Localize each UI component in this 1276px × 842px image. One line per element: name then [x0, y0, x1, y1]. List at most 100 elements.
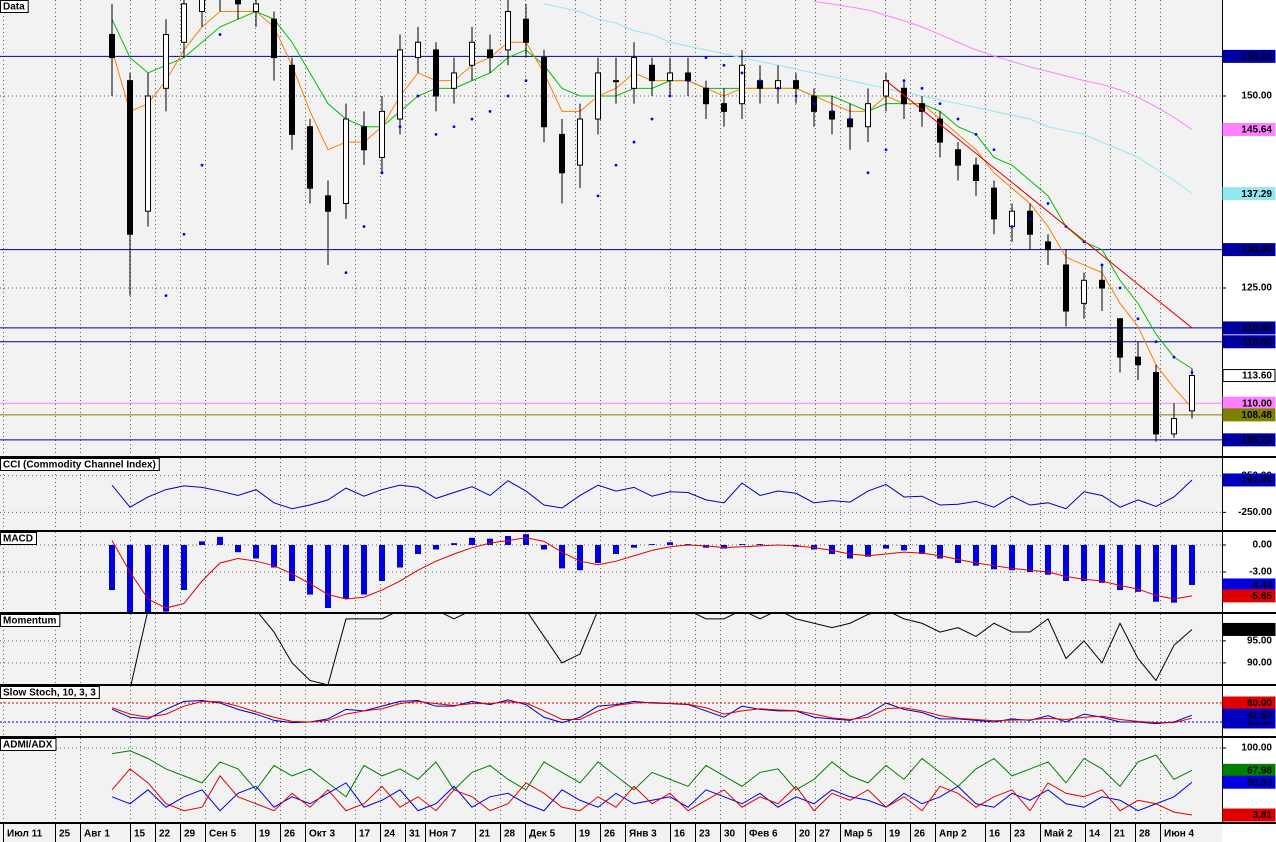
marker-label: 137.29: [1241, 189, 1272, 200]
x-tick-label: 26: [604, 829, 616, 840]
candle-body: [469, 41, 475, 66]
candle-body: [451, 72, 457, 89]
level-label: 130.00: [1241, 245, 1272, 256]
sar-dot: [992, 148, 996, 152]
bar: [829, 544, 835, 554]
candle-body: [937, 118, 943, 143]
x-tick-label: 23: [699, 829, 711, 840]
title-box: [0, 458, 160, 471]
bar: [595, 544, 601, 563]
x-tick-label: Фев 6: [749, 829, 778, 840]
title-box: [0, 686, 100, 699]
marker-label: 50.93: [1247, 777, 1272, 788]
marker-box: [1222, 369, 1276, 383]
y-tick-label: -250.00: [1238, 507, 1272, 518]
candle-body: [433, 49, 439, 97]
candle-body: [973, 164, 979, 181]
sar-dot: [182, 232, 186, 236]
x-tick-label: Июл 11: [7, 829, 43, 840]
candle-body: [613, 80, 619, 83]
sar-dot: [812, 102, 816, 106]
bar: [739, 544, 745, 545]
candle-body: [991, 187, 997, 220]
sar-dot: [434, 133, 438, 136]
x-tick-label: Апр 2: [939, 829, 967, 840]
level-box: [1222, 243, 1276, 257]
candle-body: [145, 95, 151, 212]
sar-dot: [416, 94, 420, 98]
y-tick-label: -3.00: [1249, 567, 1272, 578]
candle-body: [361, 126, 367, 151]
candle-body: [901, 87, 907, 105]
bar: [217, 536, 223, 545]
sar-dot: [1028, 217, 1032, 221]
x-tick-label: Июн 4: [1164, 829, 1195, 840]
marker-box: [1222, 122, 1276, 136]
x-tick-label: Янв 3: [629, 829, 657, 840]
x-tick-label: 22: [159, 829, 171, 840]
candle-body: [1153, 371, 1159, 435]
bar: [199, 541, 205, 545]
y-tick-label: 125.00: [1241, 283, 1272, 294]
candle-body: [505, 11, 511, 51]
marker-label: 191.09: [1241, 475, 1272, 486]
series-line: [111, 699, 1193, 725]
bar: [955, 544, 961, 563]
sar-dot: [722, 63, 726, 67]
bar: [451, 543, 457, 545]
candle-body: [181, 3, 187, 43]
y-tick-label: 90.00: [1247, 658, 1272, 669]
marker-label: -5.65: [1249, 591, 1272, 602]
x-tick-label: 21: [1114, 829, 1126, 840]
series-line: [111, 781, 1193, 812]
bar: [1045, 544, 1051, 575]
panel-title-text: Momentum: [3, 616, 56, 627]
candle-body: [523, 18, 529, 43]
title-box: [0, 0, 29, 13]
bar: [937, 544, 943, 559]
candle-body: [1081, 279, 1087, 304]
candle-body: [235, 0, 241, 5]
bar: [865, 544, 871, 557]
x-tick-label: 16: [674, 829, 686, 840]
x-tick-label: 25: [59, 829, 71, 840]
sar-dot: [794, 94, 798, 98]
x-tick-label: 28: [504, 829, 516, 840]
candle-body: [1099, 279, 1105, 289]
axis: 95.00 90.00 97.59: [1222, 622, 1276, 669]
bar: [523, 534, 529, 545]
x-tick-label: Май 2: [1044, 829, 1073, 840]
series-line: [543, 3, 1193, 195]
candle-body: [1189, 375, 1195, 412]
x-tick-label: 30: [724, 829, 736, 840]
series-line: [111, 768, 1193, 816]
sar-dot: [1118, 286, 1122, 290]
sar-dot: [938, 102, 942, 106]
panel: [0, 614, 1222, 684]
candle-body: [109, 34, 115, 59]
level-label: 118.00: [1242, 337, 1272, 348]
sar-dot: [848, 117, 852, 121]
panel-title: MACD: [0, 532, 37, 545]
candle-body: [1045, 241, 1051, 251]
sar-dot: [650, 117, 654, 121]
sar-dot: [1100, 263, 1104, 267]
level-label: 20.00: [1247, 717, 1272, 728]
candle-body: [703, 87, 709, 105]
candle-body: [1117, 318, 1123, 358]
bar: [1063, 544, 1069, 582]
candle-body: [865, 103, 871, 128]
candle-body: [289, 64, 295, 135]
candle-body: [1009, 210, 1015, 228]
level-label: 108.48: [1241, 410, 1272, 421]
candle-body: [325, 195, 331, 212]
sar-dot: [200, 163, 204, 167]
x-tick-label: 19: [579, 829, 591, 840]
bar: [145, 544, 151, 612]
bar: [973, 544, 979, 566]
marker-label: 145.64: [1241, 125, 1272, 136]
title-box: [0, 532, 37, 545]
bar: [541, 544, 547, 550]
panel: [0, 686, 1222, 736]
plot-background: [0, 0, 1222, 842]
